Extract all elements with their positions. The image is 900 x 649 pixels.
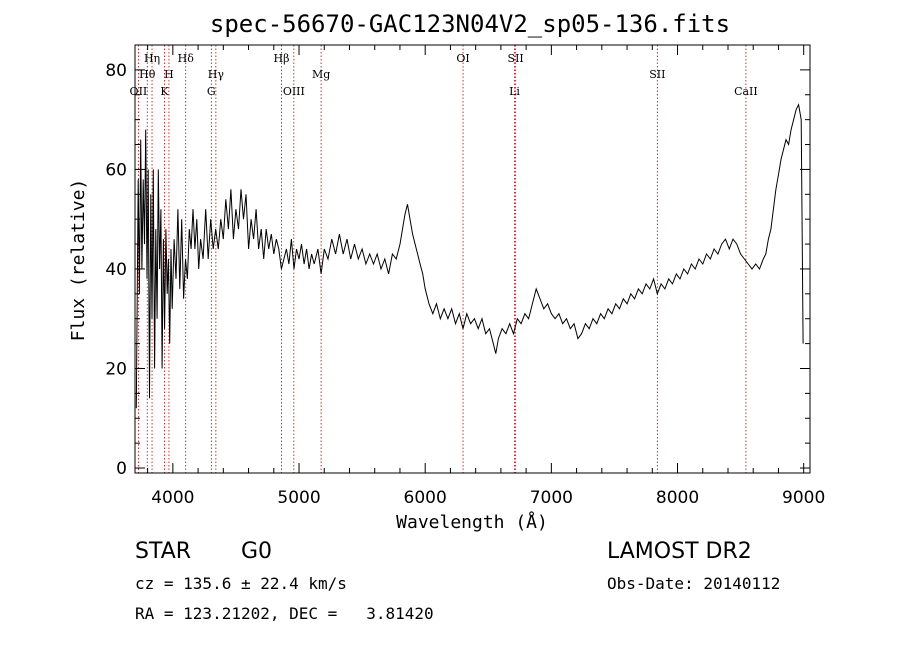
line-label-13: Li: [509, 85, 520, 98]
x-tick-label: 5000: [277, 488, 320, 508]
y-axis: 0 20 40 60 80: [105, 61, 810, 479]
line-label-14: SII: [649, 68, 665, 81]
line-label-15: CaII: [734, 85, 758, 98]
coordinates: RA = 123.21202, DEC = 3.81420: [135, 604, 434, 623]
line-label-1: Hθ: [139, 68, 156, 81]
survey-name: LAMOST DR2: [607, 539, 752, 564]
y-axis-label: Flux (relative): [68, 179, 89, 342]
observation-date: Obs-Date: 20140112: [607, 574, 781, 593]
line-label-2: Hη: [144, 52, 160, 65]
x-tick-label: 4000: [151, 488, 194, 508]
line-label-12: SII: [508, 52, 524, 65]
y-tick-label: 60: [105, 160, 127, 180]
chart-title: spec-56670-GAC123N04V2_sp05-136.fits: [210, 10, 730, 38]
line-label-8: Hβ: [274, 52, 290, 65]
line-label-4: H: [164, 68, 174, 81]
line-label-11: OI: [456, 52, 469, 65]
line-label-0: OII: [130, 85, 148, 98]
object-subclass: G0: [241, 539, 273, 564]
plot-frame: [134, 44, 811, 474]
line-label-7: Hγ: [208, 68, 225, 81]
line-label-10: Mg: [312, 68, 330, 81]
x-axis: 4000 5000 6000 7000 8000 9000: [147, 45, 825, 508]
line-label-6: G: [207, 85, 216, 98]
line-label-3: K: [160, 85, 169, 98]
line-label-5: Hδ: [178, 52, 195, 65]
x-axis-label: Wavelength (Å): [396, 511, 548, 533]
redshift-cz: cz = 135.6 ± 22.4 km/s: [135, 574, 347, 593]
x-tick-label: 6000: [404, 488, 447, 508]
y-tick-label: 0: [116, 459, 127, 479]
line-markers: OII Hθ Hη KH Hδ G Hγ Hβ OIII Mg OI SII Li SII CaII: [130, 45, 758, 473]
y-tick-label: 40: [105, 260, 127, 280]
x-tick-label: 8000: [656, 488, 699, 508]
y-tick-label: 80: [105, 61, 127, 81]
line-label-9: OIII: [283, 85, 305, 98]
x-tick-label: 9000: [782, 488, 825, 508]
y-tick-label: 20: [105, 359, 127, 379]
spectrum-line: [135, 103, 804, 409]
x-tick-label: 7000: [530, 488, 573, 508]
object-type: STAR: [135, 539, 192, 564]
